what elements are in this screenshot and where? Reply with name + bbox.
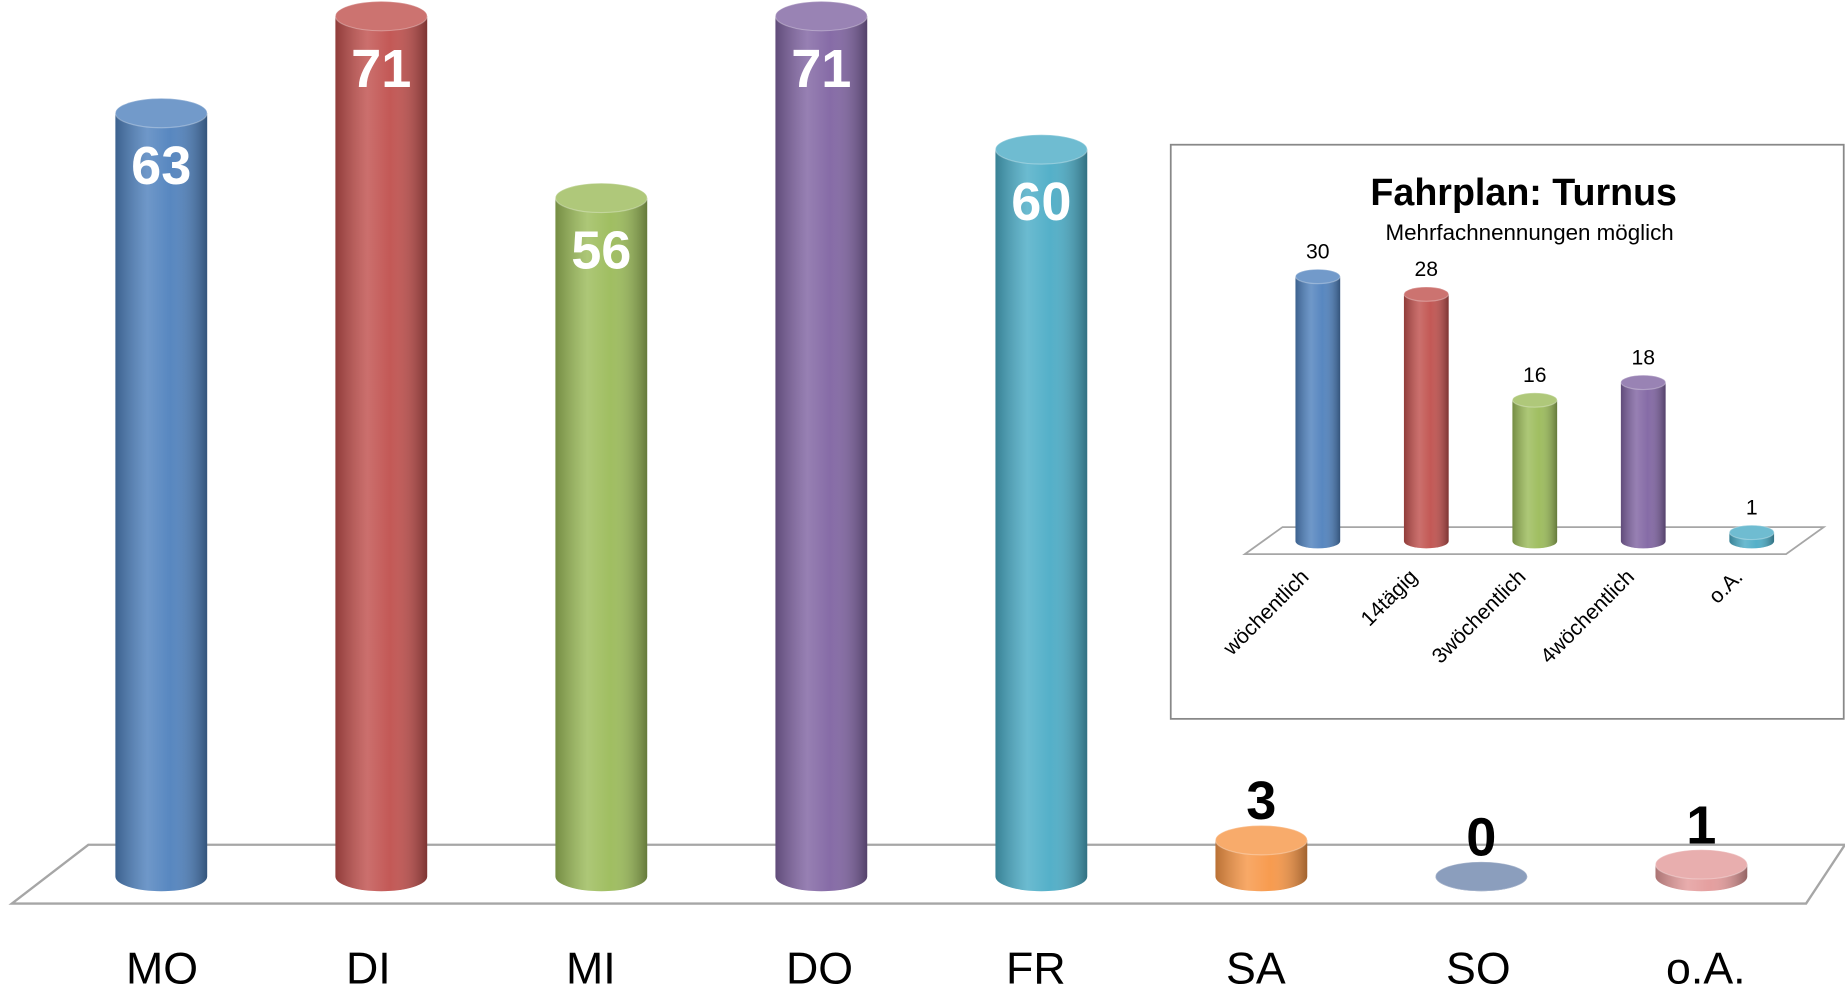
x-tick-label: SO: [1446, 945, 1511, 993]
value-label: 63: [131, 136, 191, 196]
bar-top-light: [555, 183, 648, 213]
bar: [1654, 849, 1748, 892]
bar-top: [1620, 374, 1667, 391]
bar-top-light: [1512, 392, 1558, 408]
bar-top-light: [335, 1, 428, 31]
value-label: 71: [791, 39, 851, 99]
bar-top-light: [1403, 286, 1449, 302]
bar: [334, 0, 428, 892]
bar: [1214, 824, 1308, 892]
bar-top-light: [1435, 861, 1528, 892]
floor: [8, 843, 1845, 905]
x-tick-label: MI: [566, 945, 616, 993]
bar-shade: [1512, 400, 1558, 549]
bar: [994, 134, 1088, 892]
value-label: 71: [351, 39, 411, 99]
bar-shade: [335, 16, 428, 892]
x-tick-label: DO: [786, 945, 853, 993]
bar-shade: [115, 113, 208, 892]
bar-top-light: [775, 1, 868, 31]
bar: [1728, 524, 1775, 549]
bar-top-light: [1655, 849, 1748, 880]
bar-top: [1214, 824, 1308, 856]
bar-top: [1403, 286, 1450, 302]
bar: [554, 182, 648, 892]
bar-top: [1511, 392, 1558, 408]
bar-top-light: [1620, 375, 1666, 390]
bar-shade: [1295, 276, 1341, 549]
value-label: 16: [1523, 364, 1547, 387]
value-label: 60: [1011, 172, 1071, 232]
bar-top: [774, 0, 868, 32]
x-tick-label: DI: [346, 945, 391, 993]
bar-top: [334, 0, 428, 32]
bar-top-light: [1729, 525, 1775, 540]
bar: [1434, 861, 1528, 892]
value-label: 3: [1246, 771, 1276, 831]
x-tick-label: o.A.: [1666, 945, 1746, 993]
x-tick-label: MO: [126, 945, 198, 993]
bar-top: [554, 182, 648, 214]
bar-top: [1294, 268, 1341, 285]
bar-top: [994, 134, 1088, 165]
x-tick-label: SA: [1226, 945, 1286, 993]
bar-top: [1434, 861, 1528, 892]
bar-top: [1654, 849, 1748, 880]
bar-shade: [555, 197, 648, 892]
x-tick-label: FR: [1006, 945, 1066, 993]
value-label: 28: [1415, 258, 1439, 281]
bar: [1511, 392, 1558, 549]
value-label: 56: [571, 221, 631, 281]
bar-top: [114, 97, 208, 129]
bar-shade: [1403, 294, 1449, 549]
bar: [1620, 374, 1667, 549]
value-label: 1: [1686, 795, 1716, 855]
bar-top-light: [115, 98, 208, 128]
bar: [114, 97, 208, 892]
value-label: 18: [1631, 346, 1655, 369]
bar-top-light: [995, 134, 1088, 165]
bar-top-light: [1215, 825, 1308, 855]
bar-shade: [1215, 840, 1308, 892]
inset-frame: [1169, 143, 1845, 720]
inset-subtitle: Mehrfachnennungen möglich: [1386, 220, 1674, 245]
bar-top: [1728, 524, 1775, 541]
bar-shade: [775, 16, 868, 892]
bar: [774, 0, 868, 892]
value-label: 30: [1306, 241, 1330, 264]
bar: [1294, 268, 1341, 549]
bar: [1403, 286, 1450, 549]
bar-shade: [1620, 382, 1666, 549]
value-label: 1: [1746, 496, 1758, 519]
value-label: 0: [1466, 808, 1496, 868]
bar-shade: [995, 149, 1088, 892]
inset-title: Fahrplan: Turnus: [1370, 171, 1677, 213]
bar-top-light: [1295, 269, 1341, 284]
